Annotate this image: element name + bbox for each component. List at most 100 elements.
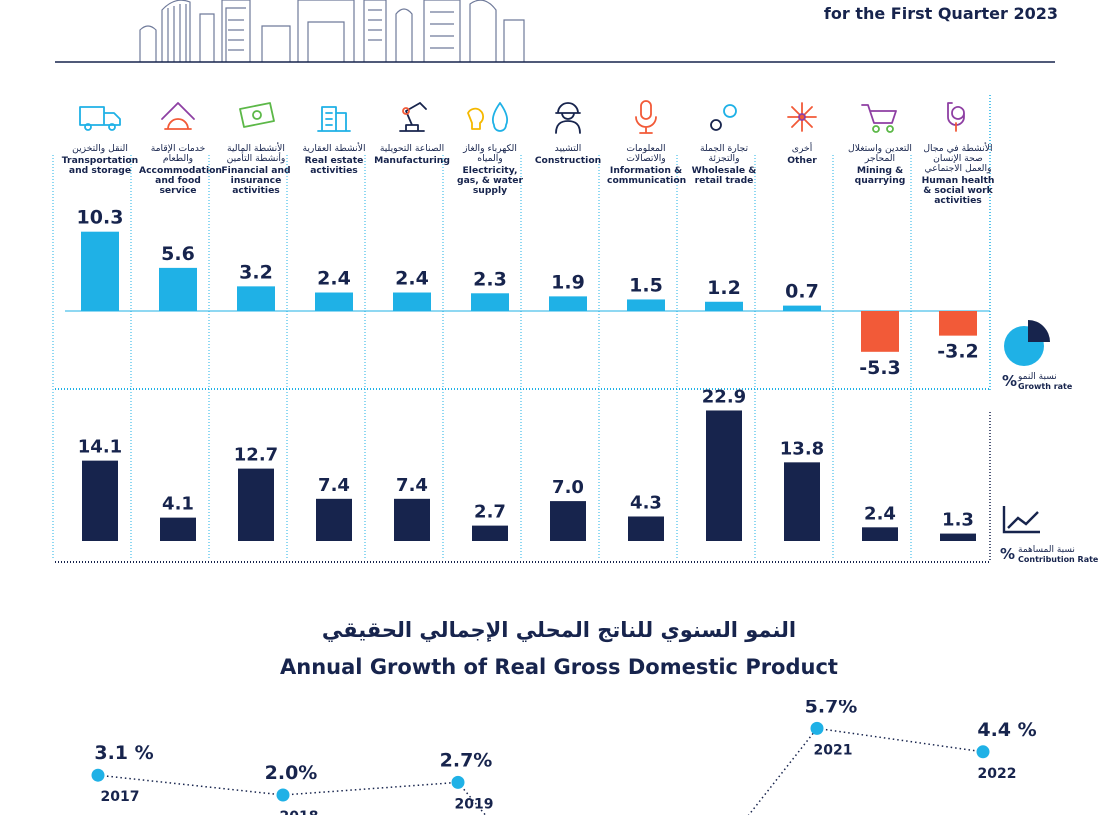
point-year-label: 2019	[455, 796, 494, 812]
growth-legend-label: نسبة النمو Growth rate	[1018, 372, 1072, 392]
sector-label-ar: النقل والتخزين	[72, 143, 128, 154]
growth-value-label: 2.4	[317, 268, 351, 290]
data-point	[810, 721, 824, 735]
growth-bar	[861, 311, 899, 352]
building-icon	[317, 106, 351, 132]
line-chart-icon	[1002, 506, 1040, 534]
sparkle-icon	[787, 102, 817, 132]
growth-value-label: 1.5	[629, 274, 663, 296]
contribution-legend-percent: %	[1000, 545, 1016, 563]
data-point	[91, 768, 105, 782]
contribution-value-label: 1.3	[942, 510, 974, 531]
annual-title-en: Annual Growth of Real Gross Domestic Pro…	[280, 655, 838, 679]
line-chart-icon-path	[1002, 506, 1040, 534]
sector-label: المعلومات والاتصالات Information & commun…	[607, 144, 687, 186]
contribution-bar	[82, 460, 118, 541]
contribution-value-label: 7.4	[396, 475, 428, 496]
stethoscope-icon	[947, 102, 965, 132]
contribution-bar	[940, 533, 976, 541]
trend-segment	[747, 727, 818, 815]
sector-label-en: Other	[787, 155, 817, 166]
growth-bar	[315, 292, 353, 311]
growth-value-label: 1.2	[707, 277, 741, 299]
contribution-bar	[316, 498, 352, 541]
point-year-label: 2017	[101, 789, 140, 805]
cart-icon	[861, 104, 897, 133]
pie-chart-icon	[1004, 320, 1050, 366]
contribution-bar	[784, 462, 820, 541]
point-year-label: 2022	[978, 766, 1017, 782]
sector-label-ar: التعدين واستغلال المحاجر	[848, 143, 912, 164]
report-subtitle: for the First Quarter 2023	[823, 4, 1058, 23]
house-cloche-icon	[161, 102, 195, 130]
sector-label: أخرى Other	[763, 144, 841, 166]
gears-icon	[710, 104, 737, 131]
sector-label-ar: الأنشطة العقارية	[302, 143, 366, 154]
contribution-value-label: 14.1	[78, 437, 122, 458]
point-value-label: 3.1 %	[94, 742, 153, 764]
growth-value-label: 0.7	[785, 281, 819, 303]
annual-title-ar: النمو السنوي للناتج المحلي الإجمالي الحق…	[321, 618, 797, 642]
contribution-value-label: 2.7	[474, 502, 506, 523]
bulb-drop-icon	[467, 102, 509, 132]
sector-label: الأنشطة المالية وأنشطة التأمين Financial …	[217, 144, 295, 196]
robot-arm-icon	[399, 102, 427, 132]
point-year-label: 2021	[814, 742, 853, 758]
contribution-bar	[160, 517, 196, 541]
sector-label-ar: تجارة الجملة والتجزئة	[699, 143, 749, 164]
sector-label-en: Electricity, gas, & water supply	[457, 165, 523, 196]
growth-value-label: 2.4	[395, 268, 429, 290]
point-value-label: 4.4 %	[977, 719, 1036, 741]
sector-label-en: Transportation and storage	[61, 155, 139, 176]
sector-label: خدمات الإقامة والطعام Accommodation and f…	[139, 143, 222, 196]
growth-bar	[237, 286, 275, 311]
growth-value-label: -5.3	[859, 357, 901, 379]
sector-label: النقل والتخزين Transportation and storage	[61, 144, 139, 176]
sector-label-ar: أخرى	[791, 143, 813, 154]
growth-bar	[393, 292, 431, 311]
worker-icon	[555, 102, 581, 134]
sector-label-en: Manufacturing	[374, 155, 450, 166]
growth-value-label: -3.2	[937, 341, 979, 363]
data-point	[976, 745, 990, 759]
contribution-bar	[238, 468, 274, 541]
annual-growth-line-chart: 3.1 % 2017 2.0% 2018 2.7% 2019 5.7% 2021 4.4 % 20…	[91, 700, 1037, 815]
sector-label: الأنشطة العقارية Real estate activities	[295, 144, 373, 176]
microphone-icon	[635, 100, 657, 134]
sector-label-en: Information & communication	[607, 165, 687, 186]
data-point	[276, 788, 290, 802]
sector-label-en: Real estate activities	[304, 155, 364, 176]
point-value-label: 2.0%	[265, 762, 318, 784]
growth-legend-percent: %	[1002, 372, 1018, 390]
sector-label-en: Accommodation and food service	[139, 165, 222, 196]
point-value-label: 5.7%	[805, 700, 858, 717]
contribution-bar	[862, 527, 898, 541]
sector-label-en: Human health & social work activities	[921, 175, 995, 206]
sector-label-ar: الأنشطة في مجال صحة الإنسان والعمل الاجت…	[923, 143, 993, 174]
skyline-illustration	[55, 0, 1055, 63]
sector-label: التعدين واستغلال المحاجر Mining & quarryi…	[841, 144, 919, 186]
sector-label-ar: الكهرباء والغاز والمياه	[463, 143, 517, 164]
data-point	[451, 775, 465, 789]
sector-label: الكهرباء والغاز والمياه Electricity, gas,…	[451, 144, 529, 196]
banknote-icon	[239, 102, 275, 128]
growth-bar	[939, 311, 977, 336]
trend-segment	[816, 727, 984, 753]
growth-legend-ar: نسبة النمو	[1018, 372, 1057, 382]
growth-value-label: 3.2	[239, 261, 273, 283]
pie-slice	[1028, 320, 1050, 342]
contribution-legend-ar: نسبة المساهمة	[1018, 545, 1075, 555]
contribution-legend-en: Contribution Rate	[1018, 555, 1099, 564]
contribution-bar	[550, 501, 586, 541]
sector-label: التشييد Construction	[529, 144, 607, 166]
sector-label-en: Mining & quarrying	[854, 165, 906, 186]
sector-label: الأنشطة في مجال صحة الإنسان والعمل الاجت…	[919, 144, 997, 206]
growth-bar	[81, 231, 119, 311]
contribution-value-label: 4.3	[630, 492, 662, 513]
growth-bar	[783, 305, 821, 311]
trend-segment	[282, 781, 459, 796]
growth-value-label: 5.6	[161, 243, 195, 265]
sector-label-ar: خدمات الإقامة والطعام	[150, 143, 206, 164]
contribution-value-label: 12.7	[234, 445, 278, 466]
contribution-legend-label: نسبة المساهمة Contribution Rate	[1018, 545, 1098, 565]
